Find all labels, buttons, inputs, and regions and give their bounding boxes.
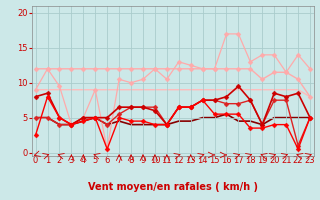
- X-axis label: Vent moyen/en rafales ( km/h ): Vent moyen/en rafales ( km/h ): [88, 182, 258, 192]
